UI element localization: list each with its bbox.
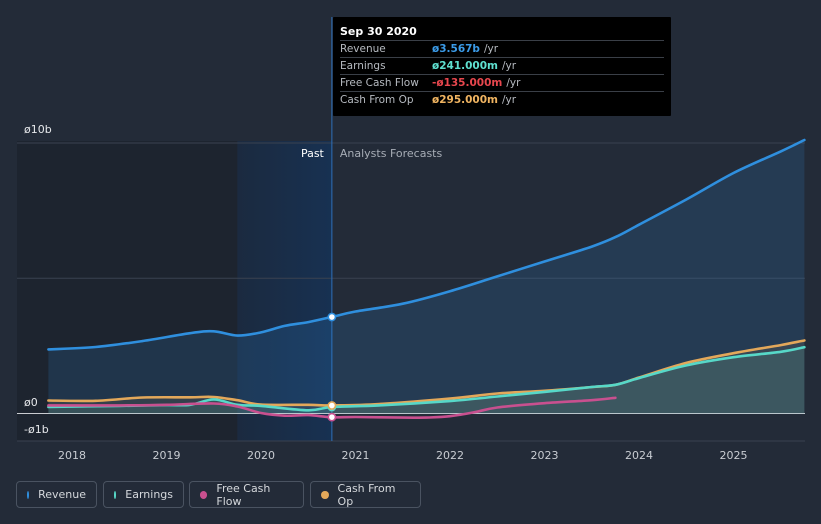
cash-from-op-line xyxy=(47,339,806,407)
tooltip: Sep 30 2020 Revenue ø3.567b /yr Earnings… xyxy=(333,17,671,116)
revenue-area xyxy=(48,140,805,414)
y-tick-label: -ø1b xyxy=(24,423,49,436)
revenue-marker xyxy=(327,312,337,322)
x-tick-label: 2024 xyxy=(625,449,653,462)
free-cash-flow-dot-icon xyxy=(200,490,208,499)
tooltip-row-cash-from-op: Cash From Op ø295.000m /yr xyxy=(340,91,664,108)
y-tick-label: ø10b xyxy=(24,123,52,136)
tooltip-label: Free Cash Flow xyxy=(340,77,419,89)
past-label: Past xyxy=(301,147,325,160)
tooltip-row-free-cash-flow: Free Cash Flow -ø135.000m /yr xyxy=(340,74,664,91)
tooltip-unit: /yr xyxy=(483,43,499,55)
free-cash-flow-marker xyxy=(327,412,337,422)
cash-from-op-marker xyxy=(327,401,337,410)
forecast-label: Analysts Forecasts xyxy=(340,147,443,160)
x-tick-label: 2021 xyxy=(342,449,370,462)
free-cash-flow-line xyxy=(47,396,617,419)
legend-label: Free Cash Flow xyxy=(216,481,271,508)
tooltip-unit: /yr xyxy=(501,60,517,72)
revenue-line xyxy=(47,138,806,351)
x-tick-label: 2022 xyxy=(436,449,464,462)
legend-label: Cash From Op xyxy=(337,481,396,508)
tooltip-unit: /yr xyxy=(501,94,517,106)
legend-item-earnings[interactable]: Earnings xyxy=(103,481,184,508)
legend-item-revenue[interactable]: Revenue xyxy=(16,481,97,508)
tooltip-value: ø241.000m xyxy=(432,60,498,72)
x-tick-label: 2020 xyxy=(247,449,275,462)
tooltip-row-revenue: Revenue ø3.567b /yr xyxy=(340,40,664,57)
legend-item-cash-from-op[interactable]: Cash From Op xyxy=(310,481,421,508)
tooltip-value: ø3.567b xyxy=(432,43,480,55)
tooltip-label: Cash From Op xyxy=(340,94,414,106)
highlight-region xyxy=(237,141,332,441)
legend-item-free-cash-flow[interactable]: Free Cash Flow xyxy=(189,481,304,508)
earnings-dot-icon xyxy=(114,490,117,499)
legend-label: Earnings xyxy=(125,488,173,501)
tooltip-row-earnings: Earnings ø241.000m /yr xyxy=(340,57,664,74)
revenue-dot-icon xyxy=(27,490,30,499)
tooltip-unit: /yr xyxy=(506,77,521,89)
x-tick-label: 2018 xyxy=(58,449,86,462)
x-tick-label: 2023 xyxy=(531,449,559,462)
tooltip-label: Revenue xyxy=(340,43,386,55)
cash-from-op-dot-icon xyxy=(321,490,329,499)
tooltip-value: ø295.000m xyxy=(432,94,498,106)
tooltip-date: Sep 30 2020 xyxy=(340,25,417,38)
x-tick-label: 2025 xyxy=(720,449,748,462)
tooltip-value: -ø135.000m xyxy=(432,77,503,89)
tooltip-label: Earnings xyxy=(340,60,386,72)
x-tick-label: 2019 xyxy=(153,449,181,462)
y-tick-label: ø0 xyxy=(24,396,38,409)
legend-label: Revenue xyxy=(38,488,86,501)
cash-from-op-area xyxy=(48,340,805,414)
